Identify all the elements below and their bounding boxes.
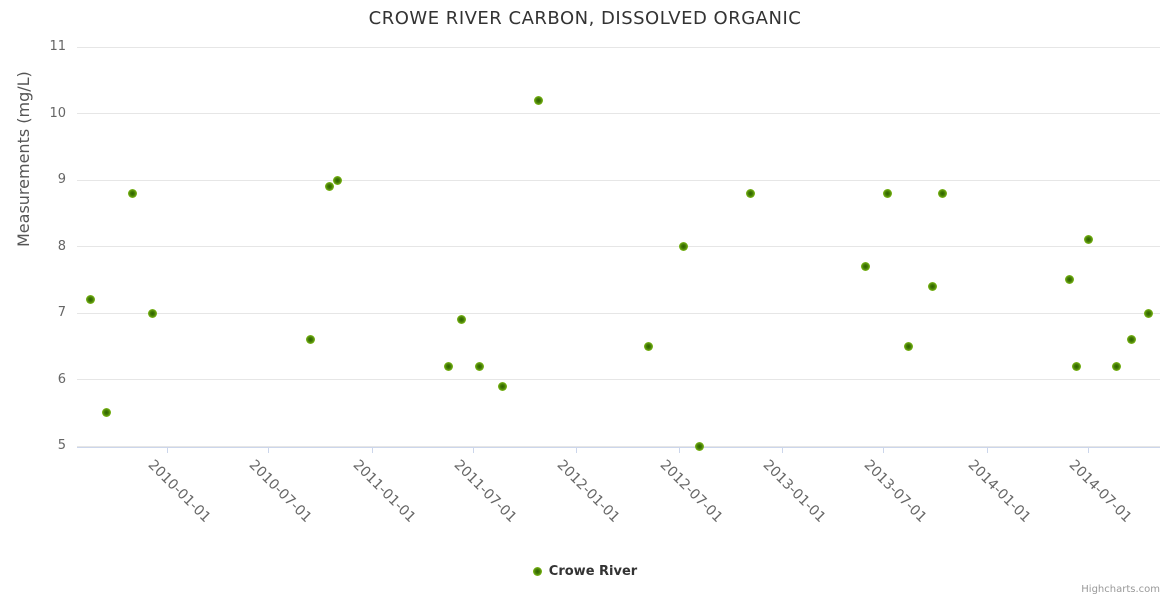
data-point[interactable]	[1111, 361, 1121, 371]
data-point[interactable]	[1072, 361, 1082, 371]
data-point[interactable]	[746, 188, 756, 198]
x-axis-tick	[678, 447, 680, 453]
data-point[interactable]	[474, 361, 484, 371]
data-point[interactable]	[903, 341, 913, 351]
x-axis-tick-label: 2013-01-01	[759, 457, 829, 526]
y-axis-tick-label: 6	[57, 371, 66, 387]
y-gridline	[77, 379, 1160, 380]
data-point[interactable]	[1064, 275, 1074, 285]
x-axis-tick	[986, 447, 988, 453]
x-axis-tick	[781, 447, 783, 453]
data-point[interactable]	[128, 188, 138, 198]
data-point[interactable]	[860, 261, 870, 271]
data-point[interactable]	[937, 188, 947, 198]
y-axis-tick-label: 11	[49, 39, 66, 54]
highcharts-credits-link[interactable]: Highcharts.com	[1081, 584, 1160, 595]
y-axis-tick-label: 5	[57, 438, 66, 453]
x-axis-tick-label: 2011-07-01	[450, 457, 520, 526]
data-point[interactable]	[694, 441, 704, 451]
data-point[interactable]	[1083, 235, 1093, 245]
x-axis-tick	[371, 447, 373, 453]
y-gridline	[77, 46, 1160, 48]
x-axis-tick	[268, 447, 270, 453]
x-axis-tick-label: 2012-07-01	[656, 457, 726, 526]
x-axis-tick	[166, 447, 168, 453]
data-point[interactable]	[882, 188, 892, 198]
y-axis-tick-label: 7	[57, 305, 66, 320]
y-gridline	[77, 445, 1160, 447]
y-axis-tick-label: 10	[49, 105, 66, 121]
data-point[interactable]	[332, 175, 342, 185]
y-gridline	[77, 312, 1160, 314]
x-axis-tick	[1088, 447, 1090, 453]
y-gridline	[77, 246, 1160, 247]
data-point[interactable]	[534, 95, 544, 105]
data-point[interactable]	[305, 335, 315, 345]
legend-marker-icon	[532, 566, 542, 576]
y-gridline	[77, 179, 1160, 181]
data-point[interactable]	[497, 381, 507, 391]
x-axis-line	[77, 446, 1160, 448]
x-axis-tick-label: 2012-01-01	[554, 457, 623, 526]
x-axis-tick-label: 2013-07-01	[861, 457, 930, 526]
y-gridline	[77, 113, 1160, 114]
data-point[interactable]	[102, 408, 112, 418]
y-axis-tick-label: 8	[57, 238, 66, 254]
chart-title: CROWE RIVER CARBON, DISSOLVED ORGANIC	[368, 8, 802, 29]
data-point[interactable]	[85, 295, 95, 305]
data-point[interactable]	[644, 341, 654, 351]
data-point[interactable]	[443, 361, 453, 371]
x-axis-tick-label: 2010-01-01	[144, 457, 214, 526]
x-axis-tick-label: 2011-01-01	[349, 457, 419, 526]
x-axis-tick-label: 2010-07-01	[246, 457, 315, 526]
x-axis-tick-label: 2014-01-01	[964, 457, 1034, 526]
data-point[interactable]	[679, 242, 689, 251]
data-point[interactable]	[927, 281, 937, 291]
data-point[interactable]	[1143, 308, 1153, 318]
data-point[interactable]	[1126, 335, 1136, 345]
x-axis-tick	[576, 447, 578, 453]
x-axis-tick	[883, 447, 885, 453]
data-point[interactable]	[456, 315, 466, 325]
x-axis-tick	[473, 447, 475, 453]
y-axis-tick-label: 9	[57, 172, 66, 187]
legend-label: Crowe River	[548, 563, 638, 579]
legend-item-crowe-river[interactable]: Crowe River	[0, 562, 1170, 580]
data-point[interactable]	[325, 182, 334, 192]
x-axis-tick-label: 2014-07-01	[1065, 457, 1135, 526]
data-point[interactable]	[148, 308, 158, 318]
